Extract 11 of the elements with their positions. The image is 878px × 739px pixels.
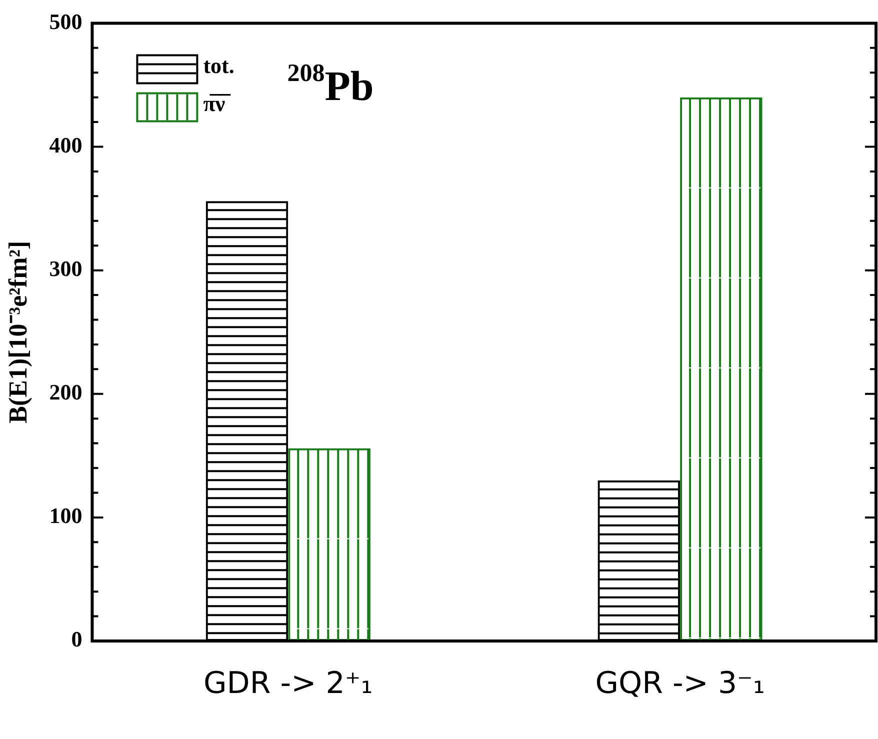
- legend-label: tot.: [203, 52, 234, 78]
- legend-label: π̅ν̅: [203, 90, 232, 116]
- y-tick-label: 300: [49, 256, 82, 282]
- y-tick-label: 0: [71, 626, 82, 652]
- y-tick-label: 200: [49, 380, 82, 405]
- y-tick-label: 500: [49, 8, 82, 34]
- y-tick-label: 400: [49, 132, 82, 158]
- x-tick-label: GDR -> 2⁺₁: [204, 666, 373, 701]
- y-tick-label: 100: [49, 503, 82, 528]
- y-axis-title: B(E1)[10⁻³e²fm²]: [3, 240, 32, 424]
- x-tick-label: GQR -> 3⁻₁: [595, 666, 765, 701]
